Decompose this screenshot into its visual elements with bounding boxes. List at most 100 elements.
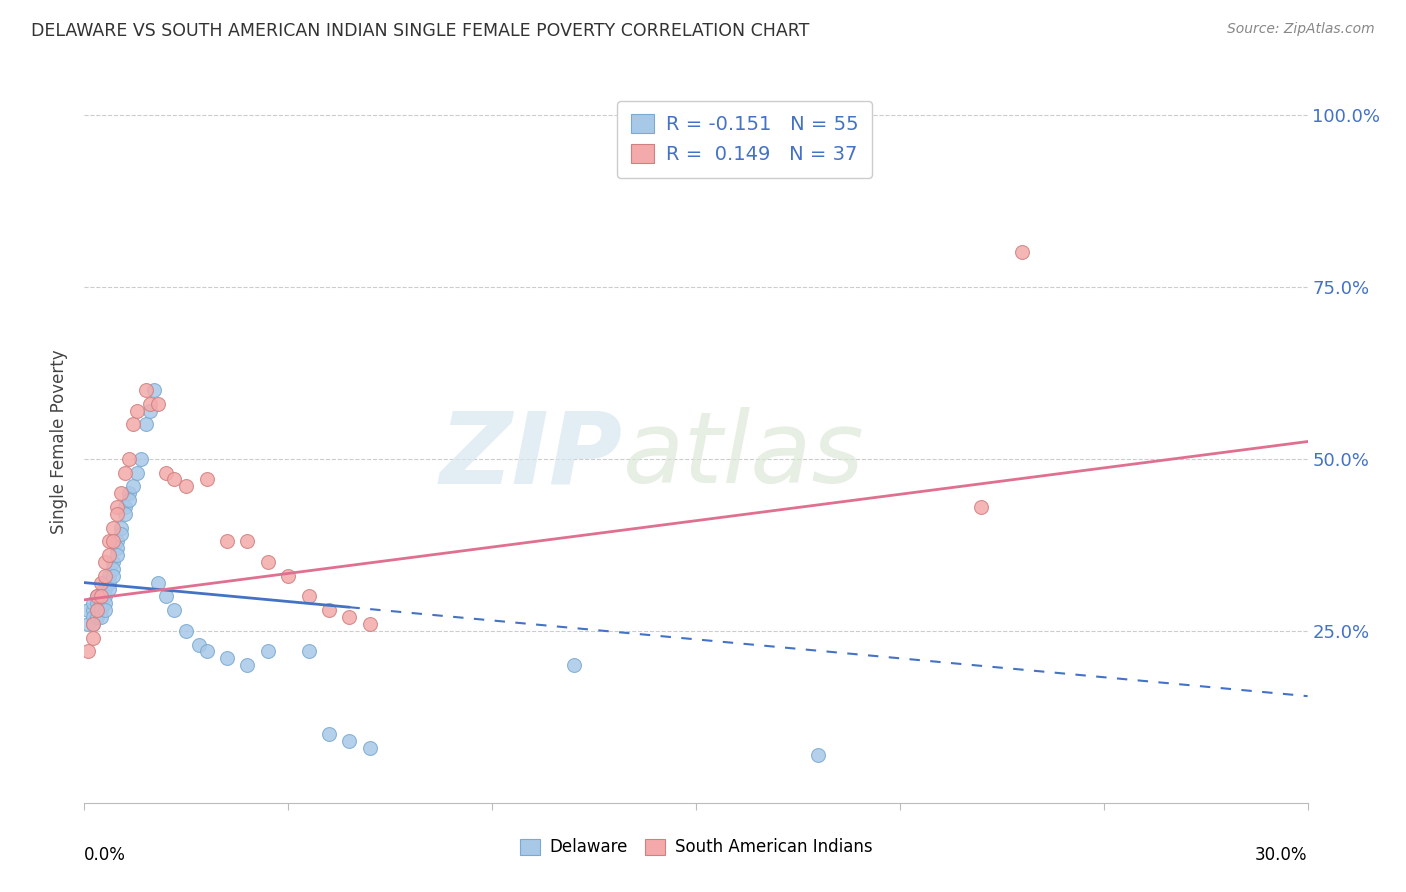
Point bbox=[97, 568, 120, 582]
Text: DELAWARE VS SOUTH AMERICAN INDIAN SINGLE FEMALE POVERTY CORRELATION CHART: DELAWARE VS SOUTH AMERICAN INDIAN SINGLE… bbox=[31, 22, 810, 40]
Point bbox=[114, 466, 136, 480]
Point bbox=[82, 603, 104, 617]
Point bbox=[101, 568, 124, 582]
Point bbox=[339, 610, 361, 624]
Point bbox=[127, 466, 149, 480]
Text: atlas: atlas bbox=[623, 408, 865, 505]
Point bbox=[77, 644, 100, 658]
Point bbox=[138, 397, 160, 411]
Point bbox=[236, 658, 259, 673]
Point bbox=[110, 527, 132, 541]
Point bbox=[118, 451, 141, 466]
Point bbox=[82, 596, 104, 610]
Point bbox=[77, 603, 100, 617]
Point bbox=[187, 638, 209, 652]
Point bbox=[131, 451, 153, 466]
Point bbox=[93, 555, 115, 569]
Point bbox=[90, 590, 112, 604]
Point bbox=[195, 472, 218, 486]
Point bbox=[155, 590, 177, 604]
Point bbox=[359, 616, 381, 631]
Text: 30.0%: 30.0% bbox=[1256, 847, 1308, 864]
Point bbox=[163, 603, 186, 617]
Text: 0.0%: 0.0% bbox=[84, 847, 127, 864]
Point bbox=[86, 603, 108, 617]
Point bbox=[82, 631, 104, 645]
Point bbox=[105, 534, 128, 549]
Point bbox=[90, 596, 112, 610]
Point bbox=[97, 548, 120, 562]
Point bbox=[90, 575, 112, 590]
Point bbox=[359, 740, 381, 755]
Point bbox=[90, 590, 112, 604]
Point bbox=[217, 651, 239, 665]
Point bbox=[174, 624, 197, 638]
Point bbox=[97, 575, 120, 590]
Point bbox=[146, 575, 169, 590]
Point bbox=[93, 582, 115, 597]
Point bbox=[97, 582, 120, 597]
Point bbox=[118, 486, 141, 500]
Point bbox=[122, 479, 145, 493]
Point bbox=[1011, 245, 1033, 260]
Point bbox=[93, 596, 115, 610]
Point bbox=[86, 596, 108, 610]
Point bbox=[86, 610, 108, 624]
Point bbox=[142, 383, 165, 397]
Point bbox=[101, 534, 124, 549]
Point bbox=[82, 616, 104, 631]
Point bbox=[105, 541, 128, 556]
Point bbox=[105, 500, 128, 514]
Point bbox=[86, 590, 108, 604]
Point bbox=[97, 534, 120, 549]
Point bbox=[135, 383, 157, 397]
Point bbox=[101, 520, 124, 534]
Text: ZIP: ZIP bbox=[440, 408, 623, 505]
Point bbox=[105, 548, 128, 562]
Point bbox=[195, 644, 218, 658]
Point bbox=[122, 417, 145, 432]
Point bbox=[101, 562, 124, 576]
Point bbox=[174, 479, 197, 493]
Point bbox=[298, 644, 321, 658]
Point bbox=[138, 403, 160, 417]
Point bbox=[118, 493, 141, 508]
Legend: Delaware, South American Indians: Delaware, South American Indians bbox=[513, 831, 879, 863]
Point bbox=[105, 507, 128, 521]
Point bbox=[970, 500, 993, 514]
Point bbox=[86, 590, 108, 604]
Point bbox=[93, 603, 115, 617]
Point bbox=[339, 734, 361, 748]
Point bbox=[135, 417, 157, 432]
Point bbox=[77, 616, 100, 631]
Point bbox=[163, 472, 186, 486]
Point bbox=[807, 747, 830, 762]
Point bbox=[155, 466, 177, 480]
Point bbox=[110, 520, 132, 534]
Text: Source: ZipAtlas.com: Source: ZipAtlas.com bbox=[1227, 22, 1375, 37]
Point bbox=[318, 603, 340, 617]
Point bbox=[114, 507, 136, 521]
Point bbox=[318, 727, 340, 741]
Point bbox=[277, 568, 299, 582]
Point bbox=[146, 397, 169, 411]
Point bbox=[127, 403, 149, 417]
Y-axis label: Single Female Poverty: Single Female Poverty bbox=[51, 350, 69, 533]
Point bbox=[90, 603, 112, 617]
Point bbox=[93, 590, 115, 604]
Point bbox=[110, 486, 132, 500]
Point bbox=[257, 555, 280, 569]
Point bbox=[93, 575, 115, 590]
Point bbox=[217, 534, 239, 549]
Point bbox=[236, 534, 259, 549]
Point bbox=[101, 555, 124, 569]
Point bbox=[257, 644, 280, 658]
Point bbox=[93, 568, 115, 582]
Point bbox=[90, 610, 112, 624]
Point bbox=[82, 616, 104, 631]
Point bbox=[86, 603, 108, 617]
Point bbox=[114, 500, 136, 514]
Point bbox=[82, 610, 104, 624]
Point bbox=[562, 658, 585, 673]
Point bbox=[298, 590, 321, 604]
